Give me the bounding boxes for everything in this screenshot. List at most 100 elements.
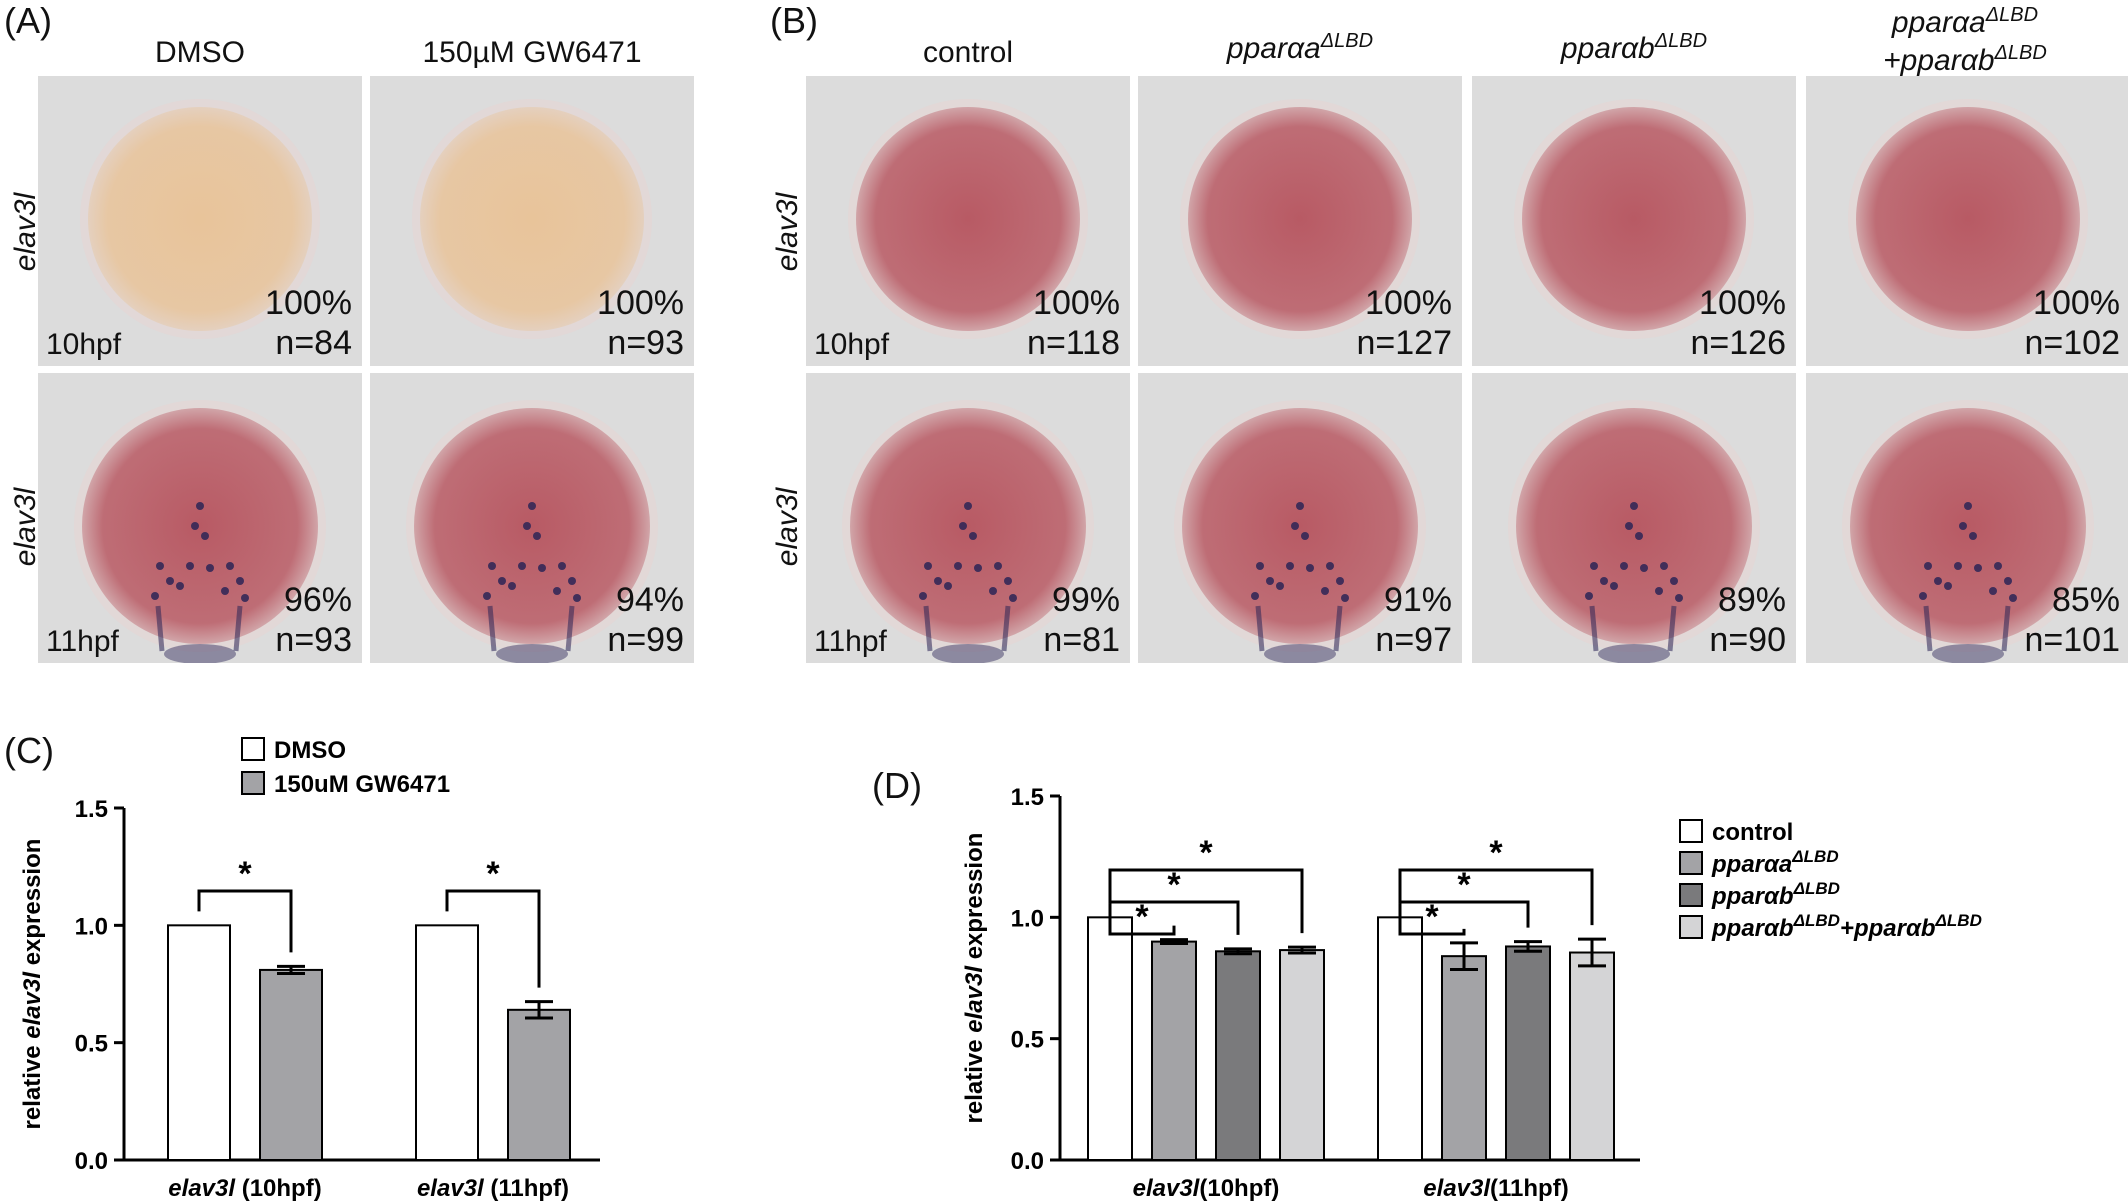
- legend-swatch-0: [241, 737, 265, 761]
- significance-star: *: [1167, 866, 1181, 904]
- embryo-percent: 94%: [615, 581, 684, 619]
- embryo-image: [370, 76, 694, 366]
- y-tick-label: 0.5: [1011, 1027, 1044, 1054]
- bar-1-0: [415, 924, 479, 1161]
- x-category-label-part: elav3l: [1133, 1175, 1201, 1201]
- embryo-image: [1472, 373, 1796, 663]
- legend-entry-1: 150uM GW6471: [274, 771, 450, 798]
- embryo-percent: 100%: [1033, 284, 1120, 322]
- y-tick-label: 1.0: [1011, 905, 1044, 932]
- bar-0-0: [1087, 916, 1133, 1161]
- panel-a-tile-r1-c1: 94% n=99: [370, 373, 694, 663]
- stage-label: 11hpf: [814, 625, 887, 658]
- bar-0-2: [1215, 950, 1261, 1161]
- embryo-count: n=126: [1690, 324, 1787, 362]
- panel-b-col-header-ppar-ab: pparαbΔLBD: [1560, 30, 1708, 65]
- panel-b-tile-r0-c0: 100% n=118 10hpf: [806, 76, 1130, 366]
- x-category-label: elav3l(11hpf): [1423, 1175, 1568, 1201]
- y-tick-label: 1.5: [1011, 784, 1044, 811]
- legend-swatch-0: [1679, 819, 1703, 843]
- embryo-count: n=118: [1027, 324, 1120, 362]
- y-axis-label-part: expression: [19, 839, 46, 972]
- legend-text: pparαb: [1711, 883, 1794, 910]
- legend-text: +pparαb: [1840, 915, 1936, 942]
- legend-sup: ΔLBD: [1935, 911, 1982, 930]
- legend-swatch-1: [1679, 851, 1703, 875]
- embryo-count: n=81: [1043, 621, 1120, 659]
- significance-star: *: [1425, 898, 1439, 936]
- legend-text: 150uM GW6471: [274, 771, 450, 798]
- significance-star: *: [238, 855, 252, 893]
- legend-swatch-1: [241, 771, 265, 795]
- y-axis-label-part: elav3l: [19, 971, 46, 1039]
- panel-a-col-header-gw6471: 150µM GW6471: [422, 36, 642, 69]
- legend-sup: ΔLBD: [1791, 847, 1838, 866]
- stage-label: 11hpf: [46, 625, 119, 658]
- embryo-image: [806, 373, 1130, 663]
- y-axis-label-part: expression: [961, 833, 988, 966]
- embryo-count: n=93: [275, 621, 352, 659]
- x-category-label-part: (11hpf): [1490, 1175, 1569, 1201]
- panel-b-col-header-ppar-aa: pparαaΔLBD: [1226, 30, 1374, 65]
- x-category-label: elav3l (11hpf): [417, 1175, 569, 1201]
- panel-a-tile-r0-c1: 100% n=93: [370, 76, 694, 366]
- significance-star: *: [1489, 834, 1503, 872]
- embryo-image: [1806, 373, 2128, 663]
- x-category-label-part: (10hpf): [1199, 1175, 1279, 1201]
- legend-entry-3: pparαbΔLBD+pparαbΔLBD: [1711, 911, 1982, 942]
- legend-swatch-3: [1679, 915, 1703, 939]
- legend-text: DMSO: [274, 737, 346, 764]
- x-category-label-part: elav3l: [417, 1175, 485, 1201]
- legend-entry-2: pparαbΔLBD: [1711, 879, 1840, 910]
- bar-1-3: [1569, 951, 1615, 1161]
- embryo-percent: 99%: [1051, 581, 1120, 619]
- embryo-percent: 100%: [1699, 284, 1786, 322]
- panel-b-row-label-10hpf: elav3l: [771, 192, 804, 272]
- panel-b-tile-r0-c3: 100% n=102: [1806, 76, 2128, 366]
- panel-b-tile-r0-c1: 100% n=127: [1138, 76, 1462, 366]
- legend-text: pparαb: [1711, 915, 1794, 942]
- x-category-label: elav3l(10hpf): [1133, 1175, 1280, 1201]
- significance-bracket: [1398, 868, 1594, 926]
- embryo-image: [806, 76, 1130, 366]
- x-category-label-part: elav3l: [168, 1175, 236, 1201]
- embryo-count: n=90: [1709, 621, 1786, 659]
- y-axis-label-part: elav3l: [961, 965, 988, 1033]
- y-axis-label: relative elav3l expression: [19, 839, 46, 1130]
- bar-0-1: [259, 968, 323, 1161]
- y-axis-label-part: relative: [19, 1039, 46, 1130]
- y-tick-label: 1.0: [75, 913, 108, 940]
- y-tick-label: 0.5: [75, 1031, 108, 1058]
- bar-0-3: [1279, 949, 1325, 1161]
- embryo-percent: 100%: [1365, 284, 1452, 322]
- embryo-image: [1472, 76, 1796, 366]
- x-category-label-part: (11hpf): [484, 1175, 569, 1201]
- embryo-percent: 85%: [2051, 581, 2120, 619]
- panel-b-tile-r1-c3: 85% n=101: [1806, 373, 2128, 663]
- legend-sup: ΔLBD: [1793, 879, 1840, 898]
- panel-b-label: (B): [770, 0, 818, 41]
- embryo-percent: 100%: [597, 284, 684, 322]
- panel-b-tile-r1-c2: 89% n=90: [1472, 373, 1796, 663]
- legend-swatch-2: [1679, 883, 1703, 907]
- y-tick-label: 0.0: [1011, 1148, 1044, 1175]
- legend-entry-1: pparαaΔLBD: [1711, 847, 1839, 878]
- significance-bracket: [1108, 903, 1176, 936]
- stage-label: 10hpf: [814, 328, 890, 361]
- bar-1-1: [507, 1008, 571, 1161]
- x-category-label-part: (10hpf): [235, 1175, 322, 1201]
- significance-bracket: [445, 889, 541, 988]
- embryo-percent: 89%: [1717, 581, 1786, 619]
- y-tick-label: 0.0: [75, 1148, 108, 1175]
- bar-0-1: [1151, 940, 1197, 1161]
- embryo-image: [370, 373, 694, 663]
- panel-d-label: (D): [872, 765, 922, 806]
- panel-a-label: (A): [4, 0, 52, 41]
- panel-b-row-label-11hpf: elav3l: [771, 487, 804, 567]
- legend-text: control: [1712, 819, 1793, 846]
- panel-a-tile-r1-c0: 96% n=93 11hpf: [38, 373, 362, 663]
- stage-label: 10hpf: [46, 328, 122, 361]
- embryo-count: n=84: [275, 324, 352, 362]
